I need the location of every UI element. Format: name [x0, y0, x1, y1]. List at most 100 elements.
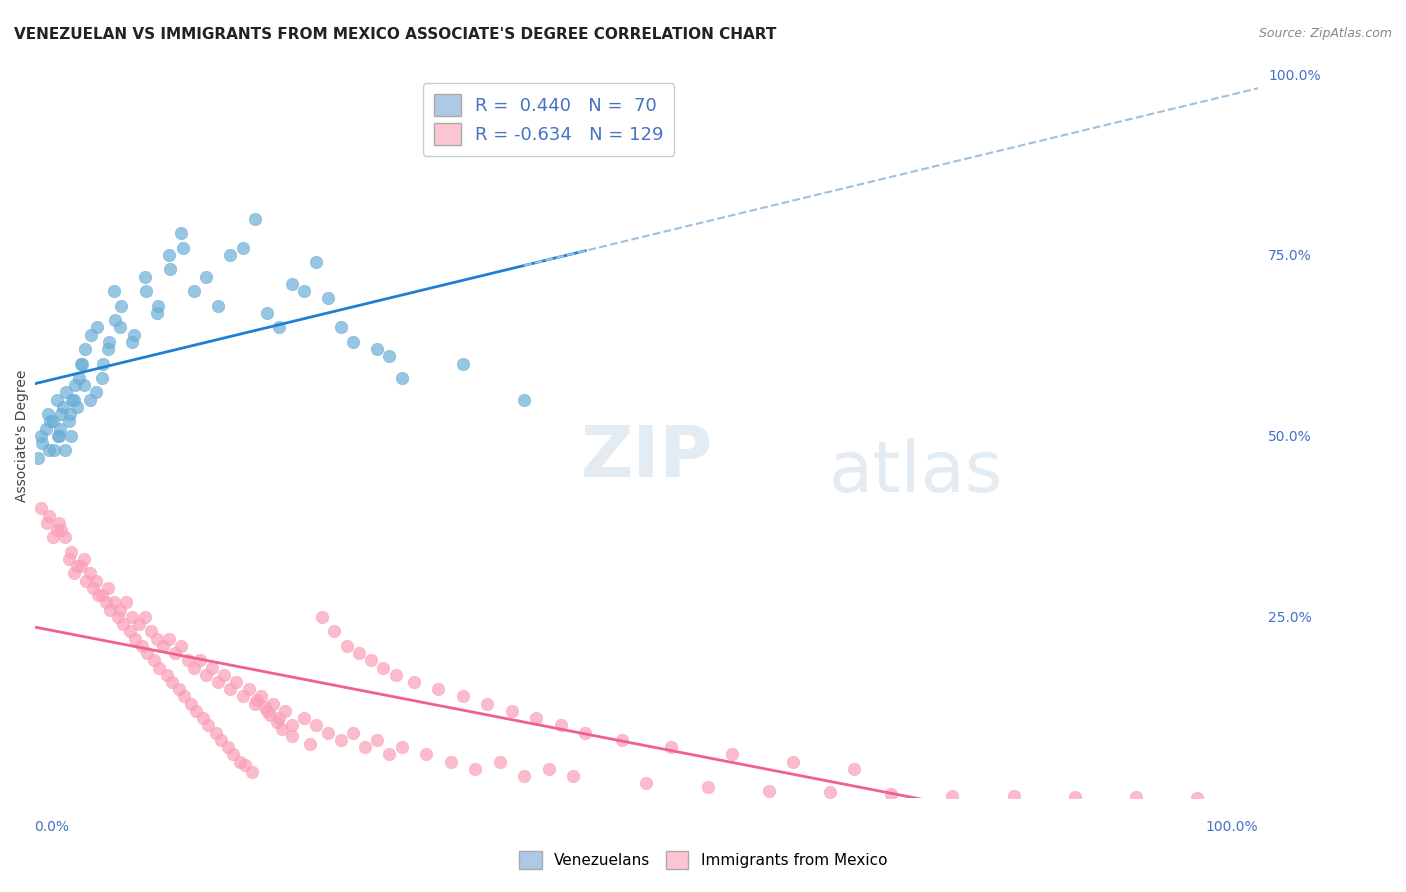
Point — [91, 357, 114, 371]
Point — [30, 429, 52, 443]
Point — [366, 342, 388, 356]
Legend: R =  0.440   N =  70, R = -0.634   N = 129: R = 0.440 N = 70, R = -0.634 N = 129 — [423, 83, 675, 156]
Point — [59, 407, 82, 421]
Point — [342, 334, 364, 349]
Point — [34, 422, 56, 436]
Point — [122, 327, 145, 342]
Point — [90, 588, 112, 602]
Point — [366, 732, 388, 747]
Point — [27, 450, 49, 465]
Point — [280, 729, 302, 743]
Point — [477, 697, 499, 711]
Point — [610, 732, 633, 747]
Point — [464, 762, 486, 776]
Point — [87, 588, 110, 602]
Point — [49, 422, 72, 436]
Point — [427, 682, 450, 697]
Point — [44, 443, 66, 458]
Point — [305, 255, 328, 269]
Point — [62, 392, 84, 407]
Point — [329, 732, 352, 747]
Point — [537, 762, 560, 776]
Point — [58, 414, 80, 428]
Point — [39, 414, 62, 428]
Point — [90, 371, 112, 385]
Point — [62, 566, 84, 581]
Point — [880, 787, 903, 801]
Point — [66, 559, 89, 574]
Point — [110, 320, 132, 334]
Point — [212, 667, 235, 681]
Point — [501, 704, 523, 718]
Point — [402, 675, 425, 690]
Point — [30, 501, 52, 516]
Point — [378, 349, 401, 363]
Point — [176, 653, 198, 667]
Point — [316, 292, 339, 306]
Point — [157, 632, 180, 646]
Point — [782, 755, 804, 769]
Point — [298, 737, 321, 751]
Point — [183, 284, 205, 298]
Point — [758, 783, 780, 797]
Point — [135, 284, 157, 298]
Point — [152, 639, 174, 653]
Point — [253, 700, 276, 714]
Point — [311, 610, 333, 624]
Point — [51, 523, 73, 537]
Point — [60, 429, 83, 443]
Point — [46, 429, 69, 443]
Point — [391, 371, 413, 385]
Point — [103, 284, 125, 298]
Point — [818, 785, 841, 799]
Point — [51, 407, 73, 421]
Point — [115, 595, 138, 609]
Point — [188, 653, 211, 667]
Point — [62, 392, 84, 407]
Point — [75, 574, 97, 588]
Point — [60, 545, 83, 559]
Point — [53, 443, 76, 458]
Point — [232, 241, 254, 255]
Point — [316, 725, 339, 739]
Point — [323, 624, 346, 639]
Point — [280, 718, 302, 732]
Point — [121, 334, 143, 349]
Point — [146, 306, 169, 320]
Point — [721, 747, 744, 762]
Point — [53, 530, 76, 544]
Point — [66, 400, 89, 414]
Text: Source: ZipAtlas.com: Source: ZipAtlas.com — [1258, 27, 1392, 40]
Point — [72, 357, 94, 371]
Point — [270, 722, 292, 736]
Point — [128, 617, 150, 632]
Point — [159, 262, 181, 277]
Point — [110, 602, 132, 616]
Point — [451, 690, 474, 704]
Point — [1002, 789, 1025, 804]
Point — [184, 704, 207, 718]
Point — [243, 697, 266, 711]
Point — [373, 660, 395, 674]
Point — [360, 653, 382, 667]
Point — [219, 248, 242, 262]
Point — [167, 682, 190, 697]
Point — [45, 392, 67, 407]
Point — [1185, 790, 1208, 805]
Point — [262, 697, 284, 711]
Point — [124, 632, 146, 646]
Point — [217, 740, 239, 755]
Point — [1063, 790, 1085, 805]
Y-axis label: Associate's Degree: Associate's Degree — [15, 369, 30, 502]
Point — [79, 392, 101, 407]
Point — [844, 762, 866, 776]
Point — [451, 357, 474, 371]
Point — [139, 624, 162, 639]
Point — [347, 646, 370, 660]
Point — [180, 697, 202, 711]
Point — [165, 646, 187, 660]
Point — [146, 632, 169, 646]
Point — [146, 299, 169, 313]
Point — [336, 639, 359, 653]
Point — [94, 595, 117, 609]
